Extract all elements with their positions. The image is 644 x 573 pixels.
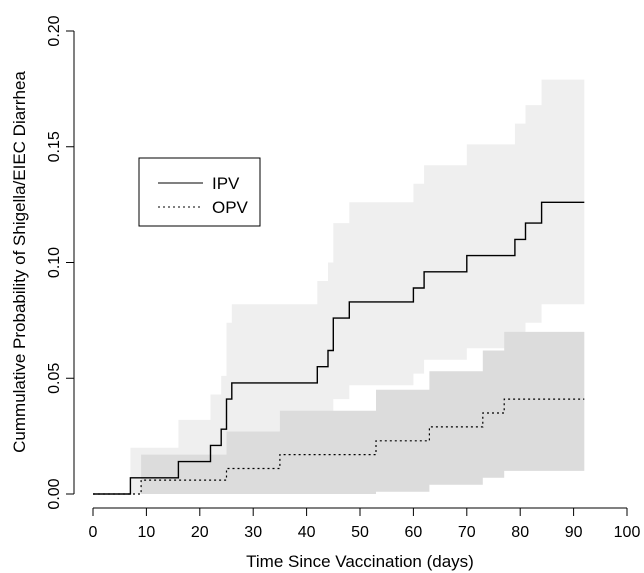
y-tick-label: 0.20 (46, 15, 63, 46)
x-ticks: 0 10 20 30 40 50 60 70 80 90 100 (89, 508, 641, 541)
legend-opv-label: OPV (212, 198, 249, 217)
survival-lines (93, 201, 585, 495)
x-tick-label: 60 (405, 524, 423, 541)
x-tick-label: 70 (458, 524, 476, 541)
x-tick-label: 20 (191, 524, 209, 541)
y-tick-label: 0.05 (46, 363, 63, 394)
y-ticks: 0.00 0.05 0.10 0.15 0.20 (46, 15, 74, 510)
y-tick-label: 0.15 (46, 131, 63, 162)
ci-band-opv (93, 331, 585, 494)
step-line-opv (93, 398, 585, 495)
legend: IPV OPV (138, 157, 261, 227)
x-axis-title: Time Since Vaccination (days) (246, 552, 474, 571)
x-tick-label: 90 (565, 524, 583, 541)
x-tick-label: 80 (511, 524, 529, 541)
legend-ipv-label: IPV (212, 174, 240, 193)
x-tick-label: 40 (298, 524, 316, 541)
x-tick-label: 100 (614, 524, 641, 541)
x-tick-label: 10 (138, 524, 156, 541)
y-axis-title: Cummulative Probability of Shigella/EIEC… (10, 71, 29, 453)
y-tick-label: 0.00 (46, 478, 63, 509)
x-tick-label: 0 (89, 524, 98, 541)
ci-band-ipv (93, 79, 585, 494)
confidence-bands (93, 79, 585, 494)
y-tick-label: 0.10 (46, 247, 63, 278)
x-tick-label: 30 (244, 524, 262, 541)
x-tick-label: 50 (351, 524, 369, 541)
legend-box (138, 157, 261, 227)
step-line-ipv (93, 201, 585, 495)
